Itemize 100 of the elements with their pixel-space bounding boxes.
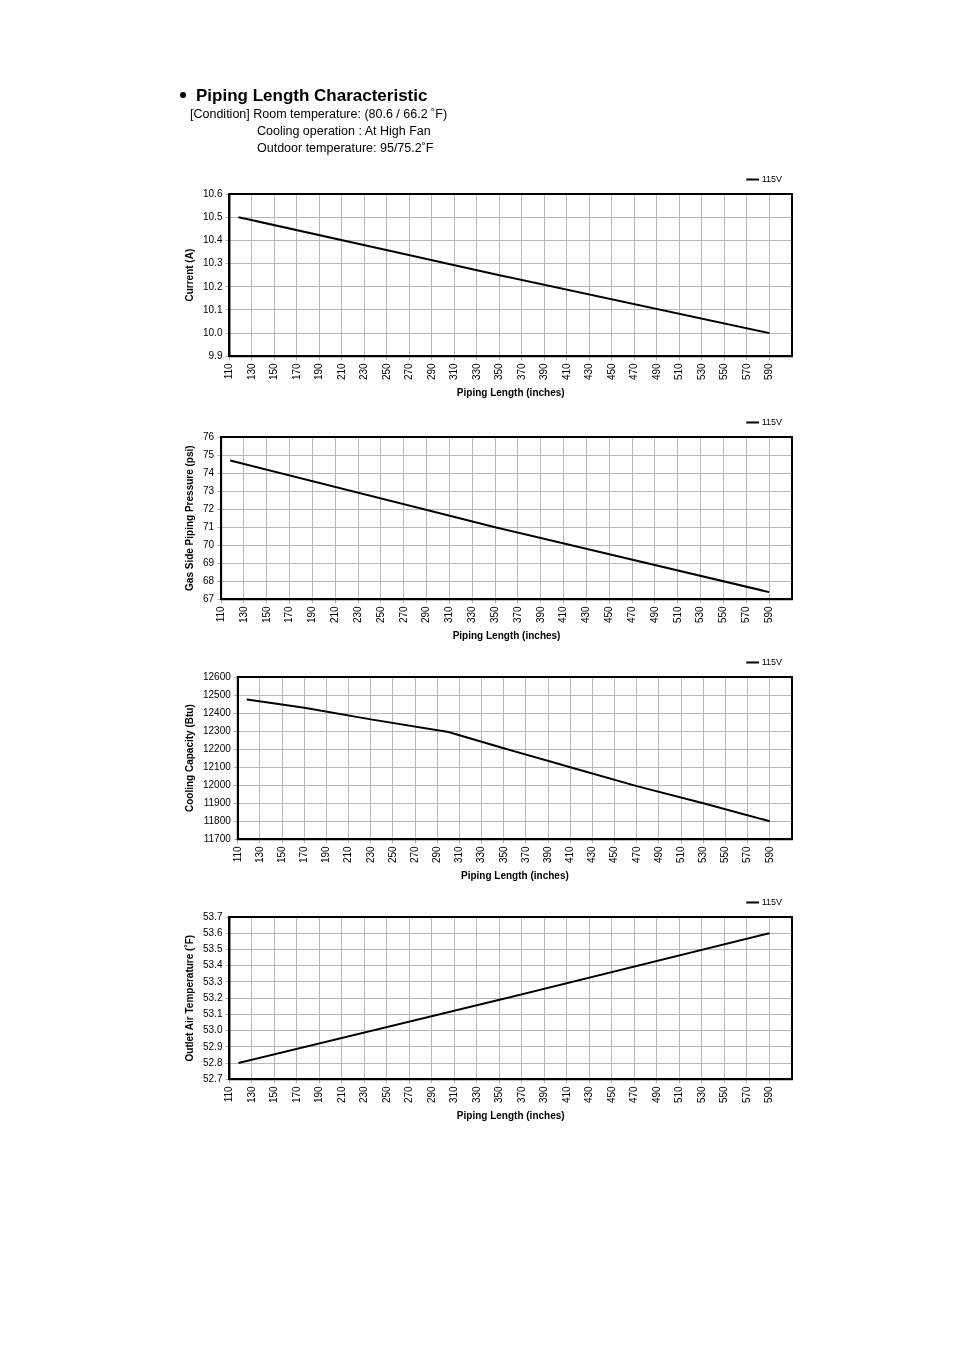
y-tick-label: 70 xyxy=(203,538,215,550)
y-axis-title: Current (A) xyxy=(183,248,195,302)
y-tick-label: 53.2 xyxy=(202,991,223,1003)
x-tick-label: 410 xyxy=(560,1085,572,1103)
text: [Condition] Room temperature: (80.6 / 66.2 ˚F) xyxy=(189,106,448,123)
y-tick-label: 10.4 xyxy=(202,234,223,246)
x-tick-label: 350 xyxy=(488,605,500,623)
x-tick-label: 370 xyxy=(515,1085,527,1103)
text: Cooling operation : At High Fan xyxy=(256,123,432,140)
x-tick-label: 230 xyxy=(358,1085,370,1103)
y-tick-label: 52.9 xyxy=(202,1040,223,1052)
x-tick-label: 170 xyxy=(290,362,302,380)
x-tick-label: 130 xyxy=(245,362,257,380)
y-tick-label: 53.4 xyxy=(202,959,223,971)
x-tick-label: 410 xyxy=(564,845,576,863)
x-tick-label: 250 xyxy=(374,605,386,623)
y-tick-label: 71 xyxy=(203,520,215,532)
x-tick-label: 590 xyxy=(763,845,775,863)
x-tick-label: 570 xyxy=(740,1085,752,1103)
x-tick-label: 130 xyxy=(245,1085,257,1103)
y-tick-label: 10.3 xyxy=(202,257,223,269)
x-tick-label: 590 xyxy=(763,362,775,380)
y-tick-label: 53.0 xyxy=(202,1024,223,1036)
x-tick-label: 210 xyxy=(335,362,347,380)
y-tick-label: 75 xyxy=(203,448,215,460)
legend-label: 115V xyxy=(761,416,783,427)
y-tick-label: 12200 xyxy=(203,742,232,754)
x-tick-label: 230 xyxy=(364,845,376,863)
x-tick-label: 390 xyxy=(538,1085,550,1103)
y-tick-label: 10.2 xyxy=(202,280,223,292)
x-tick-label: 550 xyxy=(717,605,729,623)
x-tick-label: 350 xyxy=(493,362,505,380)
y-tick-label: 74 xyxy=(203,466,215,478)
x-tick-label: 490 xyxy=(652,845,664,863)
x-tick-label: 290 xyxy=(420,605,432,623)
x-tick-label: 430 xyxy=(583,362,595,380)
y-tick-label: 10.6 xyxy=(202,187,223,199)
x-tick-label: 530 xyxy=(695,1085,707,1103)
x-tick-label: 550 xyxy=(718,1085,730,1103)
x-tick-label: 150 xyxy=(268,1085,280,1103)
x-tick-label: 350 xyxy=(497,845,509,863)
x-tick-label: 370 xyxy=(519,845,531,863)
x-axis-title: Piping Length (inches) xyxy=(456,386,565,398)
x-tick-label: 490 xyxy=(648,605,660,623)
x-tick-label: 510 xyxy=(673,362,685,380)
x-tick-label: 290 xyxy=(425,1085,437,1103)
y-tick-label: 53.3 xyxy=(202,975,223,987)
x-tick-label: 510 xyxy=(671,605,683,623)
x-tick-label: 150 xyxy=(260,605,272,623)
x-tick-label: 470 xyxy=(628,1085,640,1103)
y-tick-label: 12000 xyxy=(203,778,232,790)
x-tick-label: 270 xyxy=(403,362,415,380)
x-axis-title: Piping Length (inches) xyxy=(452,629,561,641)
x-tick-label: 290 xyxy=(425,362,437,380)
x-tick-label: 190 xyxy=(313,362,325,380)
x-tick-label: 450 xyxy=(608,845,620,863)
x-tick-label: 450 xyxy=(605,362,617,380)
x-tick-label: 510 xyxy=(673,1085,685,1103)
y-tick-label: 73 xyxy=(203,484,215,496)
x-tick-label: 130 xyxy=(237,605,249,623)
x-tick-label: 470 xyxy=(625,605,637,623)
y-tick-label: 52.8 xyxy=(202,1056,223,1068)
x-tick-label: 230 xyxy=(351,605,363,623)
chart-title: Piping Length Characteristic xyxy=(195,86,429,106)
x-tick-label: 410 xyxy=(560,362,572,380)
x-tick-label: 250 xyxy=(380,362,392,380)
x-tick-label: 470 xyxy=(628,362,640,380)
x-tick-label: 450 xyxy=(605,1085,617,1103)
x-tick-label: 390 xyxy=(534,605,546,623)
x-tick-label: 490 xyxy=(650,1085,662,1103)
x-tick-label: 270 xyxy=(403,1085,415,1103)
y-axis-title: Outlet Air Temperature (˚F) xyxy=(183,934,195,1062)
x-tick-label: 110 xyxy=(231,845,243,863)
x-tick-label: 110 xyxy=(223,1085,235,1103)
y-tick-label: 68 xyxy=(203,575,215,587)
x-tick-label: 470 xyxy=(630,845,642,863)
y-tick-label: 12400 xyxy=(203,706,232,718)
x-tick-label: 430 xyxy=(583,1085,595,1103)
x-tick-label: 110 xyxy=(214,605,226,623)
x-tick-label: 530 xyxy=(694,605,706,623)
x-tick-label: 310 xyxy=(453,845,465,863)
x-tick-label: 430 xyxy=(580,605,592,623)
y-tick-label: 12100 xyxy=(203,760,232,772)
y-tick-label: 53.7 xyxy=(202,910,223,922)
x-tick-label: 250 xyxy=(380,1085,392,1103)
x-tick-label: 390 xyxy=(538,362,550,380)
x-tick-label: 170 xyxy=(290,1085,302,1103)
x-tick-label: 190 xyxy=(313,1085,325,1103)
y-tick-label: 9.9 xyxy=(208,350,223,362)
y-tick-label: 69 xyxy=(203,557,215,568)
x-tick-label: 330 xyxy=(470,362,482,380)
x-tick-label: 310 xyxy=(443,605,455,623)
y-tick-label: 53.6 xyxy=(202,926,223,938)
x-tick-label: 310 xyxy=(448,362,460,380)
x-tick-label: 590 xyxy=(762,605,774,623)
x-tick-label: 510 xyxy=(674,845,686,863)
x-tick-label: 270 xyxy=(397,605,409,623)
x-tick-label: 170 xyxy=(298,845,310,863)
y-tick-label: 53.1 xyxy=(202,1008,223,1020)
y-tick-label: 11700 xyxy=(203,833,232,845)
